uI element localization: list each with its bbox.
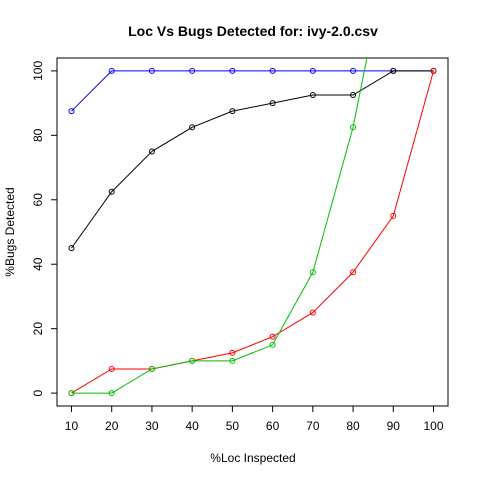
data-point	[68, 390, 75, 397]
x-tick-label: 70	[306, 419, 320, 433]
x-tick-label: 90	[387, 419, 401, 433]
chart-title: Loc Vs Bugs Detected for: ivy-2.0.csv	[128, 23, 378, 39]
x-tick-label: 10	[65, 419, 79, 433]
y-tick-label: 40	[31, 257, 45, 271]
data-point	[108, 67, 115, 74]
data-point	[309, 67, 316, 74]
data-point	[189, 357, 196, 364]
y-tick-label: 60	[31, 193, 45, 207]
data-point	[108, 365, 115, 372]
data-point	[390, 67, 397, 74]
x-tick-label: 80	[346, 419, 360, 433]
data-point	[269, 100, 276, 107]
x-tick-label: 60	[266, 419, 280, 433]
data-point	[68, 245, 75, 252]
data-point	[229, 349, 236, 356]
series-line	[71, 70, 434, 112]
data-point	[229, 108, 236, 115]
y-tick-label: 80	[31, 128, 45, 142]
y-axis-label: %Bugs Detected	[3, 187, 17, 276]
x-tick-label: 40	[185, 419, 199, 433]
data-point	[350, 67, 357, 74]
x-tick-label: 30	[145, 419, 159, 433]
data-point	[309, 309, 316, 316]
data-point	[309, 92, 316, 99]
x-axis-label: %Loc Inspected	[210, 451, 295, 465]
x-tick-label: 20	[105, 419, 119, 433]
plot-frame	[56, 57, 449, 407]
data-point	[229, 67, 236, 74]
data-point	[148, 365, 155, 372]
y-tick-label: 0	[31, 389, 45, 396]
data-point	[108, 188, 115, 195]
data-point	[189, 67, 196, 74]
data-point	[229, 357, 236, 364]
data-point	[148, 148, 155, 155]
data-point	[350, 92, 357, 99]
x-tick-label: 50	[226, 419, 240, 433]
series-line	[71, 58, 368, 394]
data-point	[350, 124, 357, 131]
data-point	[390, 212, 397, 219]
plot-area	[68, 58, 437, 397]
data-point	[269, 341, 276, 348]
data-point	[269, 333, 276, 340]
data-point	[309, 269, 316, 276]
data-point	[269, 67, 276, 74]
data-point	[430, 67, 437, 74]
y-tick-label: 20	[31, 322, 45, 336]
data-point	[148, 67, 155, 74]
data-point	[68, 108, 75, 115]
series-line	[71, 70, 435, 394]
series-line	[71, 70, 434, 249]
data-point	[108, 390, 115, 397]
data-point	[350, 269, 357, 276]
data-point	[189, 124, 196, 131]
x-tick-label: 100	[424, 419, 444, 433]
y-tick-label: 100	[31, 61, 45, 81]
